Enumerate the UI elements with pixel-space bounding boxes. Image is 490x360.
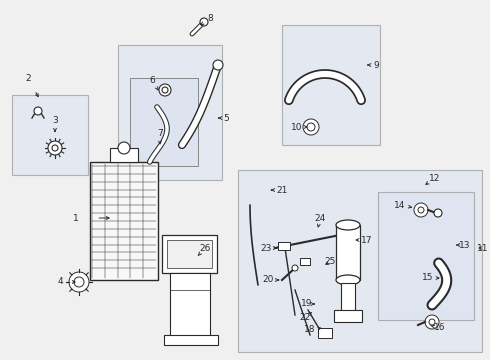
Circle shape [434,209,442,217]
Bar [90,162,158,280]
Circle shape [429,319,435,325]
Bar [282,25,380,145]
Circle shape [292,265,298,271]
Circle shape [303,119,319,135]
Text: 20: 20 [262,275,274,284]
Circle shape [418,207,424,213]
Circle shape [118,142,130,154]
Bar [341,283,355,313]
Text: 19: 19 [301,300,313,309]
Text: 24: 24 [315,213,326,222]
Circle shape [74,277,84,287]
Text: 14: 14 [394,201,406,210]
Text: 11: 11 [477,243,489,252]
Circle shape [69,272,89,292]
Bar [162,235,217,273]
Bar [167,240,212,268]
Text: 10: 10 [291,122,303,131]
Text: 13: 13 [459,240,471,249]
Text: 8: 8 [207,14,213,23]
Bar [336,225,360,280]
Circle shape [213,60,223,70]
Text: 17: 17 [361,235,373,244]
Ellipse shape [336,220,360,230]
Text: 23: 23 [260,243,271,252]
Text: 26: 26 [199,243,211,252]
Text: 7: 7 [157,129,163,138]
Circle shape [162,87,168,93]
Circle shape [159,84,171,96]
Circle shape [34,107,42,115]
Text: 12: 12 [429,174,441,183]
Bar [164,335,218,345]
Text: 21: 21 [276,185,288,194]
Text: 5: 5 [223,113,229,122]
Circle shape [425,315,439,329]
Bar [12,95,88,175]
Text: 1: 1 [73,213,79,222]
Ellipse shape [336,275,360,285]
Circle shape [307,123,315,131]
Bar [318,328,332,338]
Text: 2: 2 [25,73,31,82]
Text: 4: 4 [57,278,63,287]
Bar [278,242,290,250]
Bar [130,78,198,166]
Circle shape [52,145,58,151]
Text: 3: 3 [52,116,58,125]
Text: 15: 15 [422,274,434,283]
Bar [334,310,362,322]
Bar [110,148,138,162]
Bar [300,258,310,265]
Text: 22: 22 [299,314,311,323]
Text: 6: 6 [149,76,155,85]
Circle shape [200,18,208,26]
Bar [238,170,482,352]
Text: 16: 16 [434,324,446,333]
Text: 9: 9 [373,60,379,69]
Bar [170,273,210,338]
Text: 18: 18 [304,325,316,334]
Bar [118,45,222,180]
Text: 25: 25 [324,257,336,266]
Circle shape [48,141,62,155]
Bar [378,192,474,320]
Circle shape [414,203,428,217]
